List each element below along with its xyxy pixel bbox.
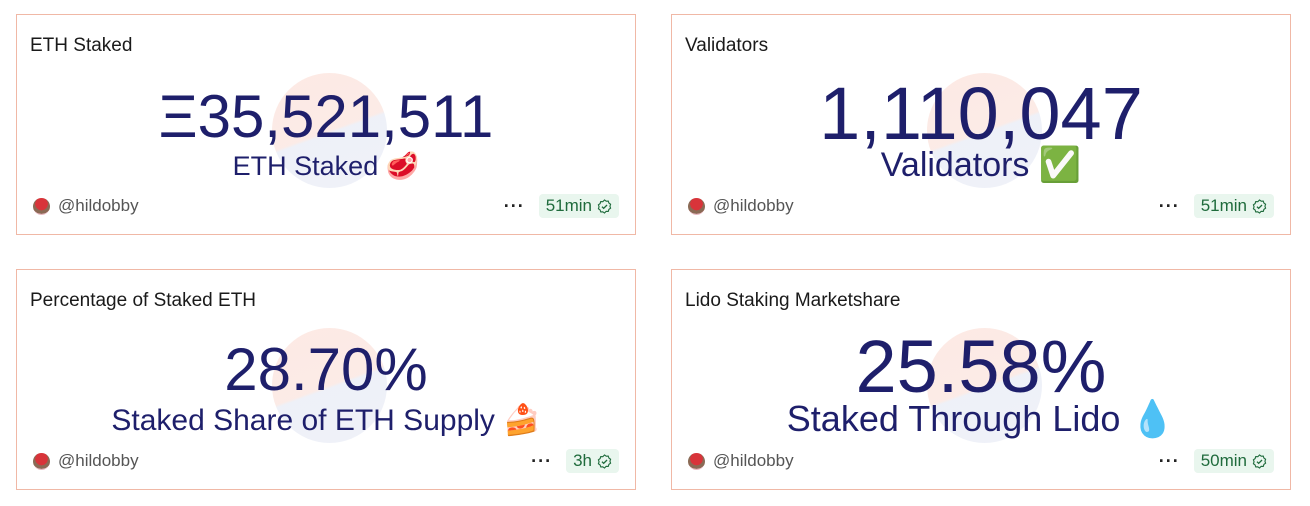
counter-subtitle: ETH Staked 🥩: [232, 151, 420, 181]
avatar[interactable]: [688, 197, 705, 215]
counter-value: 25.58%: [855, 325, 1107, 408]
age-label: 51min: [545, 196, 592, 215]
more-options-icon[interactable]: ···: [531, 450, 553, 471]
avatar[interactable]: [33, 197, 50, 215]
card-eth-staked[interactable]: ETH Staked Ξ35,521,511 ETH Staked 🥩 @hil…: [16, 14, 636, 235]
freshness-badge[interactable]: 51min: [1193, 194, 1274, 218]
author-link[interactable]: @hildobby: [713, 451, 794, 470]
author-link[interactable]: @hildobby: [58, 451, 139, 470]
card-title: Percentage of Staked ETH: [30, 290, 257, 311]
counter-value: 28.70%: [224, 336, 428, 403]
card-lido-marketshare[interactable]: Lido Staking Marketshare 25.58% Staked T…: [671, 269, 1291, 490]
freshness-badge[interactable]: 3h: [566, 449, 619, 473]
more-options-icon[interactable]: ···: [503, 195, 525, 216]
age-label: 51min: [1200, 196, 1247, 215]
more-options-icon[interactable]: ···: [1158, 450, 1180, 471]
verified-check-icon: [1252, 198, 1267, 214]
card-percentage-staked[interactable]: Percentage of Staked ETH 28.70% Staked S…: [16, 269, 636, 490]
counter-subtitle: Staked Share of ETH Supply 🍰: [111, 404, 541, 437]
counter-value: 1,110,047: [819, 72, 1143, 155]
author-link[interactable]: @hildobby: [713, 196, 794, 215]
watermark-logo: [927, 73, 1042, 188]
watermark-logo: [927, 328, 1042, 443]
verified-check-icon: [597, 198, 612, 214]
freshness-badge[interactable]: 51min: [538, 194, 619, 218]
avatar[interactable]: [688, 452, 705, 470]
card-title: ETH Staked: [30, 35, 133, 56]
avatar[interactable]: [33, 452, 50, 470]
freshness-badge[interactable]: 50min: [1193, 449, 1274, 473]
age-label: 3h: [573, 451, 592, 470]
counter-value: Ξ35,521,511: [158, 83, 494, 150]
watermark-logo: [272, 328, 387, 443]
more-options-icon[interactable]: ···: [1158, 195, 1180, 216]
counter-subtitle: Staked Through Lido 💧: [786, 398, 1176, 439]
verified-check-icon: [1252, 453, 1267, 469]
card-title: Validators: [685, 35, 769, 56]
watermark-logo: [272, 73, 387, 188]
card-title: Lido Staking Marketshare: [685, 290, 901, 311]
author-link[interactable]: @hildobby: [58, 196, 139, 215]
card-validators[interactable]: Validators 1,110,047 Validators ✅ @hildo…: [671, 14, 1291, 235]
counter-subtitle: Validators ✅: [880, 146, 1082, 184]
age-label: 50min: [1200, 451, 1247, 470]
verified-check-icon: [597, 453, 612, 469]
